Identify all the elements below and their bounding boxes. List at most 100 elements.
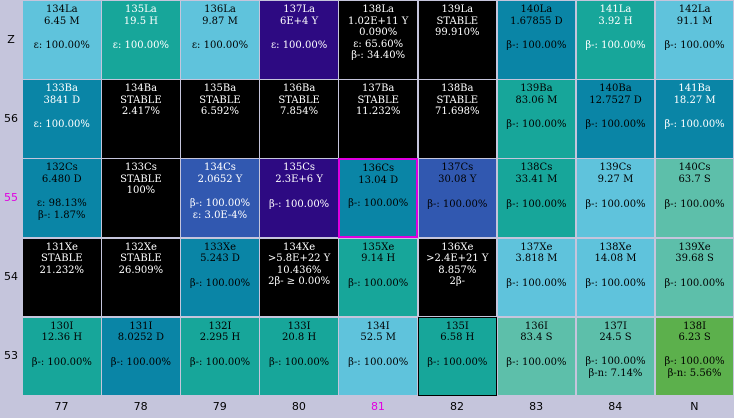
decay-modes: ε: 98.13% β-: 1.87%	[23, 198, 101, 221]
nuclide-cell[interactable]: 136La 9.87 M ε: 100.00%	[180, 0, 260, 80]
nuclide-name: 134Ba	[124, 83, 158, 95]
decay-mode: ε: 100.00%	[191, 40, 249, 52]
row-label: 54	[4, 270, 18, 284]
decay-mode: β-: 34.40%	[351, 50, 406, 61]
abundance: 71.698%	[435, 106, 480, 118]
decay-mode: β-: 100.00%	[506, 277, 567, 289]
nuclide-cell[interactable]: 138La 1.02E+11 Y 0.090% ε: 65.60% β-: 34.40%	[338, 0, 418, 80]
decay-mode: β-: 100.00%	[664, 119, 725, 131]
nuclide-cell[interactable]: 130I 12.36 H β-: 100.00%	[22, 316, 102, 397]
nuclide-name: 141Ba	[678, 83, 711, 95]
nuclide-cell[interactable]: 137I 24.5 S β-: 100.00% β-n: 7.14%	[575, 316, 656, 397]
decay-modes: β-: 100.00%	[339, 357, 417, 369]
nuclide-cell[interactable]: 141Ba 18.27 M β-: 100.00%	[654, 79, 734, 159]
half-life: 52.5 M	[360, 332, 397, 344]
nuclide-cell[interactable]: 136I 83.4 S β-: 100.00%	[496, 316, 577, 397]
decay-mode: ε: 3.0E-4%	[192, 209, 248, 221]
decay-mode: β-: 100.00%	[268, 198, 330, 210]
decay-modes: β-: 100.00% β-n: 5.56%	[656, 356, 734, 379]
nuclide-cell[interactable]: 133I 20.8 H β-: 100.00%	[259, 316, 339, 397]
column-label: 84	[608, 400, 623, 413]
row-label: 56	[4, 111, 18, 125]
nuclide-cell[interactable]: 133Xe 5.243 D β-: 100.00%	[180, 237, 260, 318]
nuclide-cell[interactable]: 136Ba STABLE 7.854%	[259, 79, 339, 159]
nuclide-cell[interactable]: 139Cs 9.27 M β-: 100.00%	[575, 158, 656, 239]
nuclide-cell[interactable]: 138Ba STABLE 71.698%	[417, 79, 498, 159]
nuclide-cell[interactable]: 142La 91.1 M β-: 100.00%	[654, 0, 734, 80]
nuclide-name: 131I	[129, 320, 153, 332]
abundance: 11.232%	[355, 106, 401, 118]
nuclide-cell[interactable]: 134Ba STABLE 2.417%	[101, 79, 181, 159]
abundance: 8.857%	[438, 264, 477, 276]
nuclide-name: 133Xe	[203, 241, 237, 253]
decay-mode: β-: 100.00%	[348, 356, 409, 368]
nuclide-name: 132I	[208, 320, 232, 332]
half-life: 2.295 H	[199, 332, 241, 344]
nuclide-cell[interactable]: 139Ba 83.06 M β-: 100.00%	[496, 79, 577, 159]
nuclide-cell[interactable]: 137Ba STABLE 11.232%	[338, 79, 418, 159]
half-life: 2.0652 Y	[197, 173, 243, 185]
decay-mode: 2β-	[449, 276, 466, 288]
decay-mode: β-: 100.00%	[506, 40, 567, 52]
decay-modes: β-: 100.00%	[260, 357, 338, 369]
decay-mode: β-n: 7.14%	[588, 367, 643, 379]
nuclide-cell[interactable]: 135Cs 2.3E+6 Y β-: 100.00%	[259, 158, 339, 239]
row-label: 55	[4, 191, 18, 204]
half-life: STABLE	[120, 94, 162, 106]
half-life: STABLE	[436, 15, 479, 27]
half-life: 30.08 Y	[438, 173, 477, 185]
nuclide-cell[interactable]: 137Xe 3.818 M β-: 100.00%	[496, 237, 577, 318]
half-life: 9.87 M	[202, 15, 238, 27]
nuclide-cell[interactable]: 134Xe >5.8E+22 Y 10.436% 2β- ≥ 0.00%	[259, 237, 339, 318]
nuclide-cell[interactable]: 138I 6.23 S β-: 100.00% β-n: 5.56%	[654, 316, 734, 397]
decay-modes: β-: 100.00%	[498, 119, 576, 131]
half-life: 8.0252 D	[117, 332, 164, 344]
decay-modes: β-: 100.00%	[419, 357, 497, 369]
nuclide-cell[interactable]: 132Xe STABLE 26.909%	[101, 237, 181, 318]
nuclide-name: 135Cs	[283, 162, 316, 174]
nuclide-cell[interactable]: 135Xe 9.14 H β-: 100.00%	[338, 237, 418, 318]
nuclide-name: 140Cs	[678, 162, 711, 174]
nuclide-cell[interactable]: 131I 8.0252 D β-: 100.00%	[101, 316, 181, 397]
nuclide-name: 136Cs	[362, 163, 395, 175]
nuclide-cell[interactable]: 140Cs 63.7 S β-: 100.00%	[654, 158, 734, 239]
decay-mode: ε: 100.00%	[33, 119, 90, 131]
nuclide-name: 134Cs	[204, 162, 236, 174]
nuclide-cell[interactable]: 133Cs STABLE 100%	[101, 158, 181, 239]
nuclide-cell[interactable]: 139Xe 39.68 S β-: 100.00%	[654, 237, 734, 318]
nuclide-cell[interactable]: 136Cs 13.04 D β-: 100.00%	[338, 158, 418, 239]
decay-modes: ε: 100.00%	[181, 40, 259, 52]
nuclide-name: 140La	[520, 4, 553, 15]
nuclide-cell[interactable]: 137La 6E+4 Y ε: 100.00%	[259, 0, 339, 80]
nuclide-cell[interactable]: 141La 3.92 H β-: 100.00%	[575, 0, 656, 80]
nuclide-cell[interactable]: 131Xe STABLE 21.232%	[22, 237, 102, 318]
nuclide-cell[interactable]: 133Ba 3841 D ε: 100.00%	[22, 79, 102, 159]
nuclide-cell[interactable]: 135La 19.5 H ε: 100.00%	[101, 0, 181, 80]
nuclide-cell[interactable]: 132Cs 6.480 D ε: 98.13% β-: 1.87%	[22, 158, 102, 239]
row-label: Z	[7, 32, 15, 46]
nuclide-name: 141La	[599, 4, 632, 15]
nuclide-cell[interactable]: 135Ba STABLE 6.592%	[180, 79, 260, 159]
nuclide-name: 136Xe	[441, 241, 474, 253]
nuclide-cell[interactable]: 138Cs 33.41 M β-: 100.00%	[496, 158, 577, 239]
decay-mode: β-: 100.00%	[189, 198, 251, 210]
nuclide-cell[interactable]: 139La STABLE 99.910%	[417, 0, 498, 80]
nuclide-cell[interactable]: 140Ba 12.7527 D β-: 100.00%	[575, 79, 656, 159]
nuclide-cell[interactable]: 132I 2.295 H β-: 100.00%	[180, 316, 260, 397]
nuclide-cell[interactable]: 136Xe >2.4E+21 Y 8.857% 2β-	[417, 237, 498, 318]
nuclide-cell[interactable]: 134Cs 2.0652 Y β-: 100.00% ε: 3.0E-4%	[180, 158, 260, 239]
half-life: 24.5 S	[599, 332, 632, 344]
abundance: 100%	[126, 185, 156, 197]
nuclide-cell[interactable]: 134I 52.5 M β-: 100.00%	[338, 316, 418, 397]
decay-modes: ε: 100.00%	[260, 40, 338, 52]
half-life: 3.818 M	[515, 253, 558, 265]
nuclide-cell[interactable]: 140La 1.67855 D β-: 100.00%	[496, 0, 577, 80]
decay-mode: β-: 100.00%	[110, 356, 171, 368]
nuclide-cell[interactable]: 134La 6.45 M ε: 100.00%	[22, 0, 102, 80]
nuclide-cell[interactable]: 138Xe 14.08 M β-: 100.00%	[575, 237, 656, 318]
decay-mode: β-: 100.00%	[585, 356, 646, 368]
abundance: 21.232%	[39, 264, 85, 276]
nuclide-cell[interactable]: 135I 6.58 H β-: 100.00%	[417, 316, 498, 397]
nuclide-name: 142La	[678, 4, 711, 15]
nuclide-cell[interactable]: 137Cs 30.08 Y β-: 100.00%	[417, 158, 498, 239]
